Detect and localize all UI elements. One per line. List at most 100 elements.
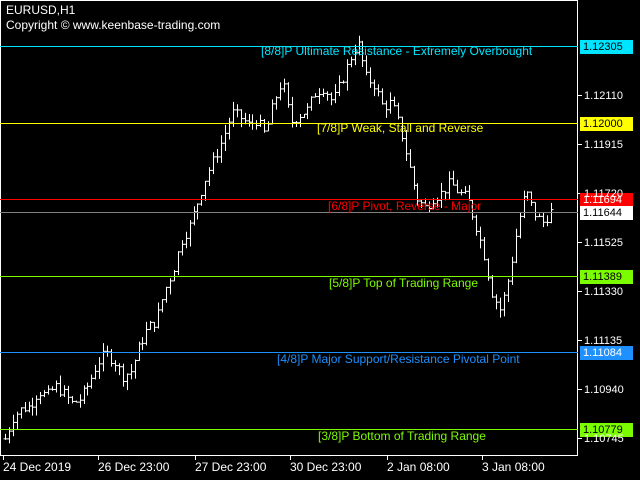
candle-bar [470,199,475,220]
time-tick-label: 26 Dec 23:00 [98,460,170,474]
axis-ticks [3,95,582,460]
price-tick-label: 1.11330 [584,285,623,298]
candle-bar [140,337,145,351]
candle-bar [89,374,94,389]
candle-bar [384,100,389,118]
time-tick-label: 30 Dec 23:00 [290,460,362,474]
candle-bar [451,170,456,186]
candle-bar [415,183,420,206]
candle-bar [203,180,208,201]
candle-bar [529,191,534,206]
level-price-box-6-8: 1.11694 [580,192,633,207]
candle-bar [353,44,358,66]
candle-bar [290,96,295,128]
candle-bar [270,99,275,125]
time-tick-label: 2 Jan 08:00 [387,460,450,474]
candle-bar [70,396,75,404]
candle-bar [278,82,283,101]
candle-bar [227,117,232,140]
candle-bar [337,75,342,97]
level-price-box-7-8: 1.12000 [580,116,633,131]
chart-frame [0,0,578,456]
candle-bar [388,92,393,114]
candle-bar [148,320,153,330]
candle-bar [239,109,244,128]
candle-bar [27,401,32,413]
price-tick-label: 1.10745 [584,432,624,445]
candle-bar [15,411,20,430]
candle-bar [85,382,90,396]
candle-bar [54,380,59,393]
candle-bar [62,385,67,398]
candle-bar [447,171,452,200]
candle-bar [3,433,8,440]
candle-bar [463,186,468,194]
candle-bar [412,165,417,190]
symbol-timeframe-label: EURUSD,H1 [6,3,76,17]
candle-bar [30,397,35,416]
candle-bar [392,96,397,107]
candle-bar [313,93,318,98]
candle-bar [11,414,16,437]
candle-bar [282,78,287,93]
candle-bar [333,84,338,104]
candles [3,35,554,444]
candle-bar [266,121,271,132]
candle-bar [439,182,444,208]
candle-bar [184,231,189,249]
candle-bar [66,385,71,404]
level-label-7-8: [7/8]P Weak, Stall and Reverse [317,120,484,135]
candle-bar [235,104,240,118]
candle-bar [545,215,550,227]
candle-bar [117,363,122,376]
candle-bar [364,55,369,76]
candle-bar [274,96,279,110]
candle-bar [144,321,149,346]
candle-bar [502,292,507,317]
candle-bar [219,135,224,163]
candle-bar [486,258,491,281]
price-tick-label: 1.12110 [584,89,623,102]
candle-bar [431,198,436,210]
candle-bar [404,129,409,161]
candle-bar [250,114,255,130]
candle-bar [101,343,106,372]
candle-bar [93,364,98,380]
candle-bar [518,212,523,239]
level-price-box-5-8: 1.11389 [580,269,633,284]
candle-bar [368,67,373,88]
candle-bar [172,270,177,282]
candle-bar [360,40,365,67]
time-tick-label: 3 Jan 08:00 [482,460,545,474]
candle-bar [207,167,212,187]
candle-bar [168,278,173,295]
candle-bar [474,214,479,236]
candle-bar [305,103,310,120]
candle-bar [247,113,252,127]
candle-bar [125,373,130,391]
candle-bar [408,149,413,168]
candle-bar [490,275,495,298]
candle-bar [192,206,197,226]
price-tick-label: 1.10940 [584,383,624,396]
current-price-box: 1.11644 [580,205,633,220]
level-price-box-8-8: 1.12305 [580,39,633,54]
candle-bar [298,113,303,128]
candle-bar [455,179,460,194]
candle-bar [372,79,377,97]
candle-bar [443,190,448,201]
candle-bar [137,341,142,362]
candle-bar [160,299,165,313]
candle-bar [113,360,118,372]
candle-bar [541,212,546,228]
copyright-label: Copyright © www.keenbase-trading.com [6,18,221,32]
candle-bar [109,349,114,367]
level-price-box-3-8: 1.10779 [580,422,633,437]
candle-bar [345,59,350,91]
candle-bar [97,357,102,379]
candle-bar [376,84,381,97]
candle-bar [262,118,267,133]
candle-bar [349,56,354,68]
